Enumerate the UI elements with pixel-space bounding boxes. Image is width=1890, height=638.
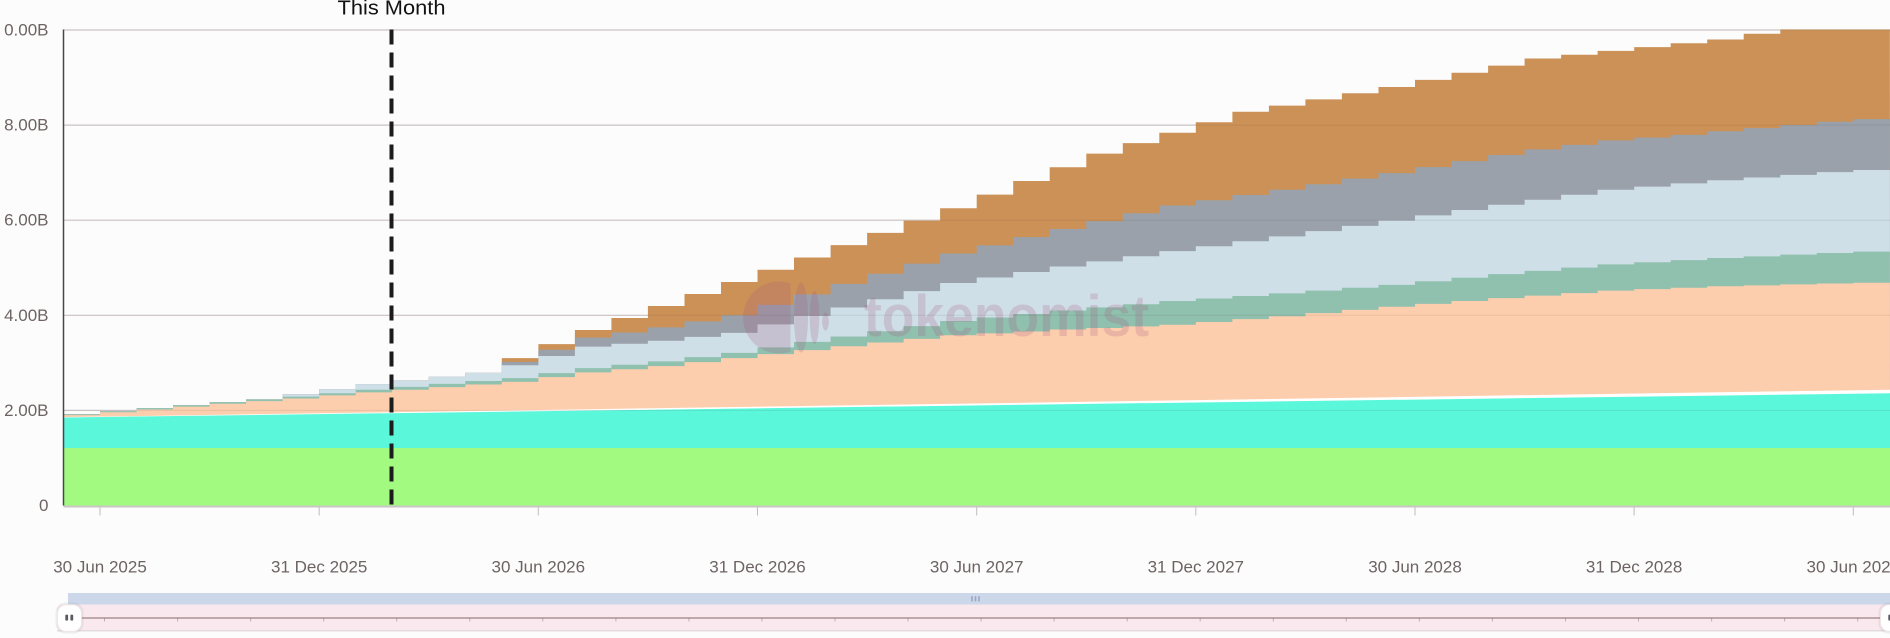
svg-text:30 Jun 2025: 30 Jun 2025 bbox=[53, 558, 147, 577]
svg-text:8.00B: 8.00B bbox=[4, 116, 48, 135]
svg-text:30 Jun 2028: 30 Jun 2028 bbox=[1368, 558, 1462, 577]
svg-text:30 Jun 2026: 30 Jun 2026 bbox=[492, 558, 586, 577]
svg-text:0.00B: 0.00B bbox=[4, 21, 48, 40]
svg-text:This Month: This Month bbox=[338, 0, 446, 20]
svg-text:31 Dec 2025: 31 Dec 2025 bbox=[271, 558, 367, 577]
svg-text:31 Dec 2027: 31 Dec 2027 bbox=[1148, 558, 1244, 577]
svg-text:2.00B: 2.00B bbox=[4, 401, 48, 420]
svg-text:30 Jun 2027: 30 Jun 2027 bbox=[930, 558, 1024, 577]
svg-text:6.00B: 6.00B bbox=[4, 211, 48, 230]
svg-text:0: 0 bbox=[39, 496, 48, 515]
svg-text:30 Jun 2029: 30 Jun 2029 bbox=[1807, 558, 1890, 577]
svg-text:4.00B: 4.00B bbox=[4, 306, 48, 325]
svg-text:tokenomist: tokenomist bbox=[864, 284, 1149, 349]
svg-text:31 Dec 2026: 31 Dec 2026 bbox=[709, 558, 805, 577]
svg-text:31 Dec 2028: 31 Dec 2028 bbox=[1586, 558, 1682, 577]
